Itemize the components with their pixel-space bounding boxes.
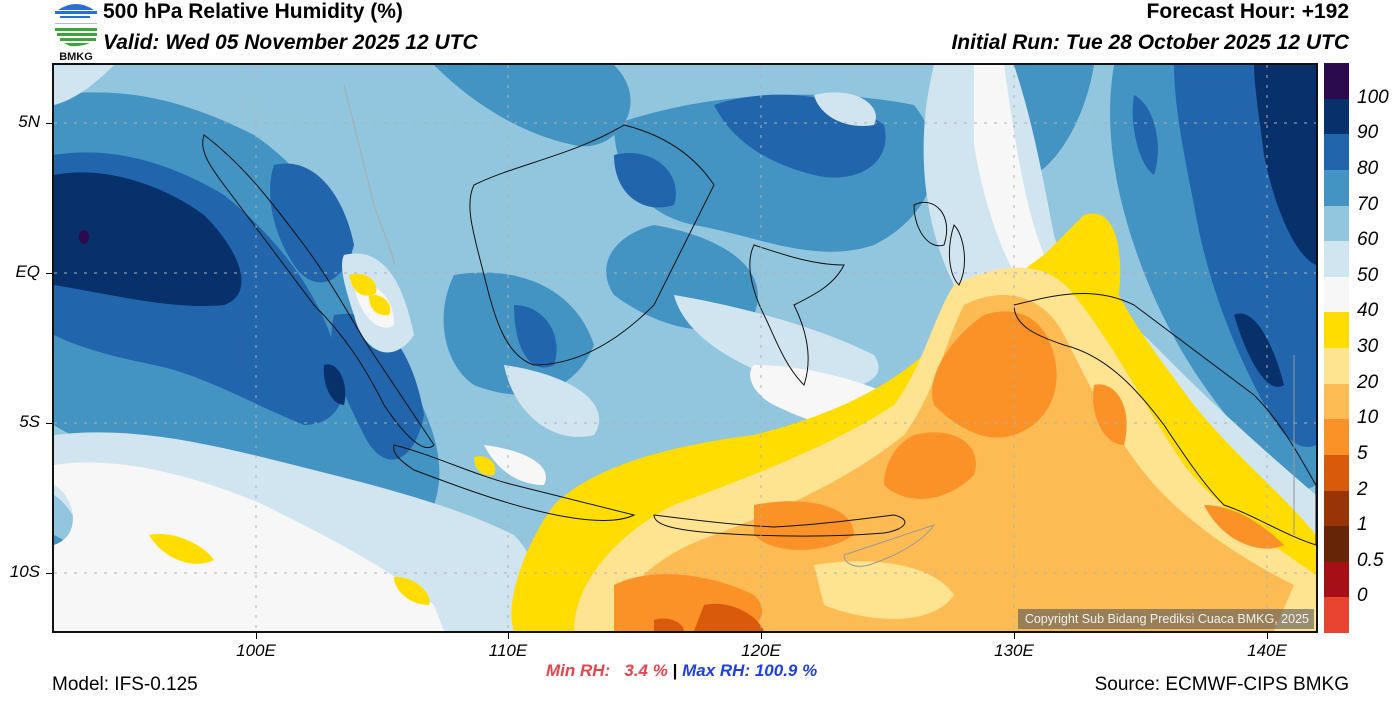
model-label: Model: IFS-0.125 (52, 674, 198, 695)
x-tick-120e (761, 633, 762, 639)
y-tick-10s (46, 573, 52, 574)
colorbar-segment (1324, 63, 1349, 99)
colorbar-segment (1324, 312, 1349, 349)
colorbar-segment (1324, 241, 1349, 278)
colorbar-segment (1324, 490, 1349, 527)
y-label-eq: EQ (15, 262, 40, 281)
y-tick-5n (46, 123, 52, 124)
chart-title: 500 hPa Relative Humidity (%) (103, 0, 403, 23)
x-tick-130e (1014, 633, 1015, 639)
colorbar-segment (1324, 205, 1349, 242)
colorbar-label: 60 (1357, 229, 1379, 251)
colorbar-label: 0.5 (1357, 549, 1384, 571)
x-tick-100e (256, 633, 257, 639)
min-rh: Min RH: 3.4 % (546, 661, 668, 680)
x-label-130e: 130E (994, 641, 1034, 660)
colorbar-label: 70 (1357, 193, 1379, 215)
forecast-hour: Forecast Hour: +192 (1146, 0, 1350, 23)
y-tick-eq (46, 273, 52, 274)
colorbar-segment (1324, 276, 1349, 313)
field-100-plus (79, 230, 89, 244)
colorbar-label: 30 (1357, 336, 1379, 357)
colorbar-label: 80 (1357, 157, 1379, 179)
colorbar-segment (1324, 526, 1349, 563)
y-label-5n: 5N (18, 112, 40, 131)
valid-time: Valid: Wed 05 November 2025 12 UTC (103, 31, 478, 54)
colorbar (1324, 63, 1349, 634)
gridlines (54, 65, 1316, 631)
colorbar-segment (1324, 383, 1349, 420)
colorbar-segment (1324, 98, 1349, 135)
min-max-separator: | (672, 661, 678, 680)
y-label-10s: 10S (9, 562, 40, 581)
colorbar-label: 1 (1357, 514, 1368, 536)
colorbar-label: 50 (1357, 264, 1379, 286)
x-tick-110e (508, 633, 509, 639)
initial-run: Initial Run: Tue 28 October 2025 12 UTC (951, 31, 1349, 54)
colorbar-segment (1324, 169, 1349, 206)
y-label-5s: 5S (19, 412, 40, 431)
colorbar-label: 2 (1357, 478, 1368, 500)
x-tick-140e (1267, 633, 1268, 639)
humidity-map: Copyright Sub Bidang Prediksi Cuaca BMKG… (52, 63, 1318, 633)
x-label-100e: 100E (236, 641, 276, 660)
bmkg-logo: BMKG (50, 0, 102, 63)
x-label-110e: 110E (488, 641, 528, 660)
y-tick-5s (46, 423, 52, 424)
colorbar-label: 100 (1357, 86, 1389, 108)
field-2-5 (654, 603, 764, 631)
coastlines (202, 84, 1316, 567)
colorbar-label: 90 (1357, 122, 1379, 144)
colorbar-label: 0 (1357, 585, 1368, 607)
colorbar-segment (1324, 348, 1349, 384)
colorbar-segment (1324, 454, 1349, 491)
logo-text: BMKG (59, 51, 93, 62)
max-rh: Max RH: 100.9 % (682, 661, 818, 680)
copyright-notice: Copyright Sub Bidang Prediksi Cuaca BMKG… (1017, 609, 1314, 629)
source-label: Source: ECMWF-CIPS BMKG (1094, 674, 1349, 695)
x-label-120e: 120E (741, 641, 781, 660)
colorbar-segment (1324, 597, 1349, 634)
colorbar-segment (1324, 419, 1349, 456)
min-max-rh: Min RH: 3.4 % | Max RH: 100.9 % (546, 661, 817, 681)
colorbar-label: 10 (1357, 407, 1379, 429)
colorbar-segment (1324, 134, 1349, 171)
colorbar-segment (1324, 561, 1349, 598)
x-label-140e: 140E (1247, 641, 1287, 660)
colorbar-label: 20 (1357, 371, 1379, 393)
map-field (54, 65, 1316, 631)
colorbar-label: 40 (1357, 300, 1379, 322)
colorbar-label: 5 (1357, 442, 1368, 464)
